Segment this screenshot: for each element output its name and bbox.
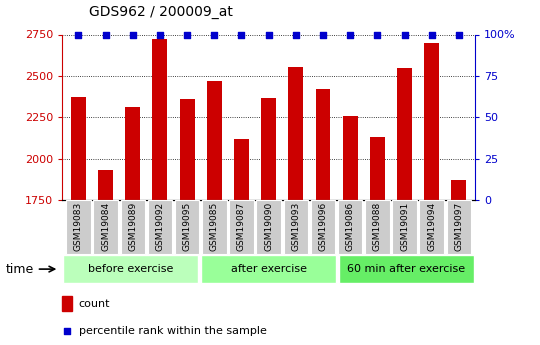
Point [210,32,219,37]
Bar [447,200,471,254]
Text: after exercise: after exercise [231,264,307,274]
Bar [125,107,140,200]
Point [102,32,110,37]
Text: 60 min after exercise: 60 min after exercise [347,264,465,274]
Bar [98,170,113,200]
Bar [71,97,86,200]
Bar [288,67,303,200]
Text: time: time [5,263,33,276]
Text: GSM19083: GSM19083 [74,202,83,252]
Text: GSM19084: GSM19084 [101,202,110,252]
Point [237,32,246,37]
Text: GSM19090: GSM19090 [264,202,273,252]
Point [292,32,300,37]
Point [74,32,83,37]
Point [129,32,137,37]
Text: GSM19096: GSM19096 [319,202,327,252]
Text: percentile rank within the sample: percentile rank within the sample [79,326,267,336]
Bar [339,255,474,283]
Bar [397,68,412,200]
Point [455,32,463,37]
Point [183,32,192,37]
Point [346,32,354,37]
Bar [365,200,389,254]
Bar [370,137,385,200]
Bar [201,255,336,283]
Text: GSM19093: GSM19093 [291,202,300,252]
Point [265,32,273,37]
Bar [451,180,467,200]
Bar [392,200,417,254]
Bar [424,43,439,200]
Bar [207,81,222,200]
Text: GDS962 / 200009_at: GDS962 / 200009_at [89,5,233,19]
Text: GSM19092: GSM19092 [156,202,165,252]
Bar [180,99,194,200]
Point [156,32,164,37]
Text: GSM19095: GSM19095 [183,202,192,252]
Point [63,328,71,334]
Bar [202,200,226,254]
Bar [175,200,199,254]
Point [427,32,436,37]
Bar [62,296,72,311]
Bar [284,200,308,254]
Bar [64,255,198,283]
Point [373,32,382,37]
Point [400,32,409,37]
Text: GSM19097: GSM19097 [454,202,463,252]
Text: before exercise: before exercise [88,264,174,274]
Bar [261,98,276,200]
Point [319,32,327,37]
Bar [234,139,249,200]
Bar [315,89,330,200]
Text: GSM19085: GSM19085 [210,202,219,252]
Bar [343,117,357,200]
Text: GSM19086: GSM19086 [346,202,355,252]
Bar [311,200,335,254]
Text: count: count [79,298,110,308]
Text: GSM19088: GSM19088 [373,202,382,252]
Text: GSM19087: GSM19087 [237,202,246,252]
Bar [420,200,444,254]
Text: GSM19094: GSM19094 [427,202,436,252]
Bar [120,200,145,254]
Bar [152,39,167,200]
Bar [93,200,118,254]
Bar [66,200,91,254]
Bar [338,200,362,254]
Bar [256,200,281,254]
Bar [148,200,172,254]
Text: GSM19089: GSM19089 [129,202,137,252]
Text: GSM19091: GSM19091 [400,202,409,252]
Bar [230,200,254,254]
